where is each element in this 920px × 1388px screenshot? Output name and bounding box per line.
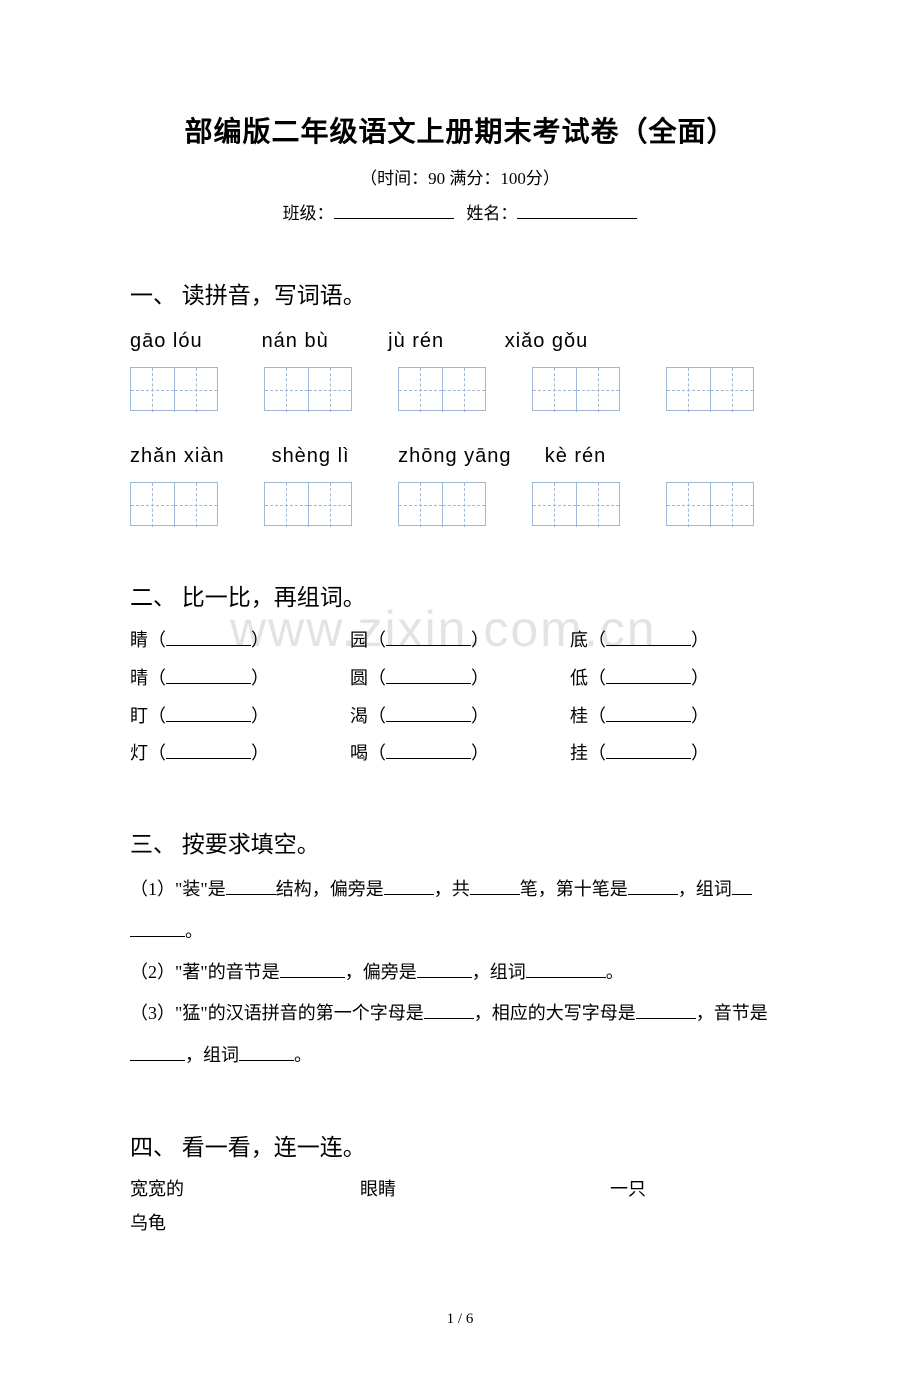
exam-page: 部编版二年级语文上册期末考试卷（全面） （时间：90 满分：100分） 班级： … (0, 0, 920, 1388)
fill-blank[interactable] (130, 920, 185, 936)
q3-text: （3）"猛"的汉语拼音的第一个字母是 (130, 1003, 424, 1023)
compare-blank[interactable] (386, 668, 471, 684)
pinyin-row-1: gāo lóu nán bù jù rén xiǎo gǒu (130, 330, 790, 353)
pinyin-word: xiǎo gǒu (505, 330, 625, 353)
name-blank[interactable] (517, 200, 637, 219)
pinyin-word: jù rén (388, 330, 498, 353)
page-title: 部编版二年级语文上册期末考试卷（全面） (130, 110, 790, 150)
section1-heading: 一、 读拼音，写词语。 (130, 276, 790, 310)
compare-char: 灯 (130, 743, 148, 763)
fill-blank[interactable] (424, 1003, 474, 1019)
pinyin-word: zhōng yāng (398, 445, 538, 468)
compare-char: 桂 (570, 706, 588, 726)
tianzige-box[interactable] (532, 482, 620, 526)
pinyin-row-2: zhǎn xiàn shèng lì zhōng yāng kè rén (130, 445, 790, 468)
compare-row: 盯（） 渴（） 桂（） (130, 698, 790, 736)
tianzige-row (130, 367, 790, 411)
compare-blank[interactable] (166, 668, 251, 684)
meta-suffix: ） (543, 169, 560, 188)
fill-blank[interactable] (384, 879, 434, 895)
compare-blank[interactable] (606, 630, 691, 646)
tianzige-box[interactable] (130, 482, 218, 526)
compare-char: 圆 (350, 668, 368, 688)
fill-blank[interactable] (417, 962, 472, 978)
section3-body: （1）"装"是结构，偏旁是，共笔，第十笔是，组词 。 （2）"著"的音节是，偏旁… (130, 869, 790, 1076)
tianzige-box[interactable] (130, 367, 218, 411)
tianzige-box[interactable] (666, 482, 754, 526)
fill-blank[interactable] (636, 1003, 696, 1019)
tianzige-row (130, 482, 790, 526)
fill-blank[interactable] (732, 879, 752, 895)
section4-body: 宽宽的 眼睛 一只 乌龟 (130, 1172, 790, 1240)
fill-blank[interactable] (239, 1045, 294, 1061)
compare-blank[interactable] (386, 630, 471, 646)
tianzige-box[interactable] (398, 482, 486, 526)
compare-grid: 睛（） 园（） 底（） 晴（） 圆（） 低（） 盯（） 渴（） 桂（） 灯（） … (130, 622, 790, 773)
q2-text: （2）"著"的音节是 (130, 962, 280, 982)
compare-blank[interactable] (606, 668, 691, 684)
match-mid: 眼睛 (360, 1172, 610, 1206)
compare-row: 睛（） 园（） 底（） (130, 622, 790, 660)
compare-blank[interactable] (166, 630, 251, 646)
match-right: 一只 (610, 1172, 790, 1206)
pinyin-word: kè rén (545, 445, 645, 468)
compare-char: 低 (570, 668, 588, 688)
compare-blank[interactable] (606, 743, 691, 759)
compare-blank[interactable] (166, 743, 251, 759)
tianzige-box[interactable] (264, 482, 352, 526)
fill-blank[interactable] (470, 879, 520, 895)
compare-row: 灯（） 喝（） 挂（） (130, 735, 790, 773)
section4-heading: 四、 看一看，连一连。 (130, 1128, 790, 1162)
meta-prefix: （时间： (360, 169, 428, 188)
fill-blank[interactable] (130, 1045, 185, 1061)
section3-heading: 三、 按要求填空。 (130, 825, 790, 859)
compare-char: 晴 (130, 668, 148, 688)
fill-blank[interactable] (526, 962, 606, 978)
compare-blank[interactable] (386, 705, 471, 721)
fill-blank[interactable] (226, 879, 276, 895)
page-number: 1 / 6 (130, 1311, 790, 1328)
class-blank[interactable] (334, 200, 454, 219)
score-value: 100分 (500, 169, 543, 188)
match-left: 宽宽的 (130, 1172, 360, 1206)
pinyin-word: gāo lóu (130, 330, 255, 353)
pinyin-word: shèng lì (272, 445, 392, 468)
time-value: 90 (428, 169, 445, 188)
compare-blank[interactable] (606, 705, 691, 721)
compare-row: 晴（） 圆（） 低（） (130, 660, 790, 698)
student-info-line: 班级： 姓名： (130, 199, 790, 224)
section2-heading: 二、 比一比，再组词。 (130, 578, 790, 612)
name-label: 姓名： (466, 204, 517, 223)
fill-blank[interactable] (628, 879, 678, 895)
pinyin-word: zhǎn xiàn (130, 445, 265, 468)
compare-char: 渴 (350, 706, 368, 726)
compare-char: 挂 (570, 743, 588, 763)
compare-blank[interactable] (386, 743, 471, 759)
match-left: 乌龟 (130, 1206, 360, 1240)
compare-char: 盯 (130, 706, 148, 726)
compare-blank[interactable] (166, 705, 251, 721)
tianzige-box[interactable] (666, 367, 754, 411)
tianzige-box[interactable] (264, 367, 352, 411)
compare-char: 睛 (130, 630, 148, 650)
compare-char: 园 (350, 630, 368, 650)
q1-text: （1）"装"是 (130, 879, 226, 899)
exam-meta: （时间：90 满分：100分） (130, 164, 790, 189)
pinyin-word: nán bù (262, 330, 382, 353)
meta-mid: 满分： (445, 169, 500, 188)
class-label: 班级： (283, 204, 334, 223)
tianzige-box[interactable] (398, 367, 486, 411)
fill-blank[interactable] (280, 962, 345, 978)
tianzige-box[interactable] (532, 367, 620, 411)
compare-char: 底 (570, 630, 588, 650)
compare-char: 喝 (350, 743, 368, 763)
